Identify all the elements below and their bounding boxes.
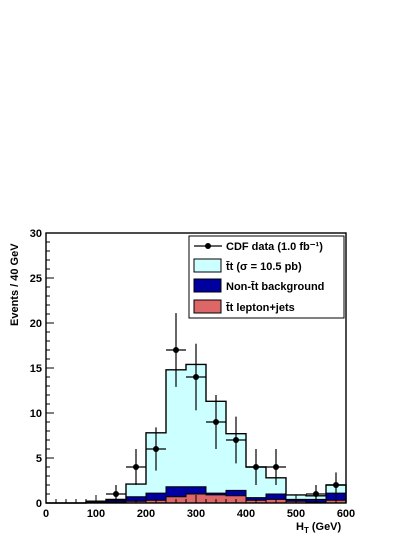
lepton-jets-bar	[206, 494, 226, 503]
data-point	[273, 464, 279, 470]
x-tick-label: 100	[87, 508, 105, 520]
legend-ttbar-label: t̄t (σ = 10.5 pb)	[226, 261, 302, 273]
legend-data-marker	[205, 243, 211, 249]
tick-labels: 0 100 200 300 400 500 600 0 5 10 15 20 25 30	[30, 228, 355, 520]
y-tick-label: 30	[30, 228, 42, 240]
legend-entry-ttbar: t̄t (σ = 10.5 pb)	[193, 258, 302, 273]
x-tick-label: 0	[43, 508, 49, 520]
y-axis-title: Events / 40 GeV	[9, 243, 21, 326]
y-tick-label: 20	[30, 318, 42, 330]
legend-lepton-jets-swatch	[193, 299, 222, 314]
data-point	[193, 374, 199, 380]
ttbar-bar	[166, 369, 186, 503]
data-point	[313, 491, 319, 497]
x-tick-label: 600	[337, 508, 355, 520]
x-axis-title: HT (GeV)	[296, 521, 342, 535]
ttbar-bar	[226, 433, 246, 503]
data-points	[106, 313, 346, 503]
data-point	[113, 491, 119, 497]
data-point	[253, 464, 259, 470]
data-point	[213, 419, 219, 425]
non-ttbar-bar	[266, 494, 286, 503]
legend-entry-non-ttbar: Non-t̄t background	[193, 278, 324, 293]
y-tick-label: 15	[30, 363, 42, 375]
legend-non-ttbar-swatch	[193, 278, 222, 293]
x-tick-label: 300	[187, 508, 205, 520]
y-tick-label: 10	[30, 408, 42, 420]
stacked-histogram	[46, 363, 347, 504]
legend: CDF data (1.0 fb⁻¹) t̄t (σ = 10.5 pb) No…	[188, 235, 345, 319]
non-ttbar-bar	[326, 493, 346, 503]
y-tick-label: 5	[36, 453, 42, 465]
legend-data-label: CDF data (1.0 fb⁻¹)	[226, 241, 323, 253]
data-point	[173, 347, 179, 353]
data-point	[333, 482, 339, 488]
x-tick-label: 500	[287, 508, 305, 520]
axis-ticks	[45, 232, 347, 504]
legend-lepton-jets-label: t̄t lepton+jets	[226, 302, 295, 314]
legend-entry-lepton-jets: t̄t lepton+jets	[193, 299, 295, 314]
x-tick-label: 400	[237, 508, 255, 520]
non-ttbar-bar	[146, 493, 166, 503]
ttbar-bar	[206, 401, 226, 503]
legend-box	[188, 235, 345, 319]
data-point	[153, 446, 159, 452]
legend-entry-data: CDF data (1.0 fb⁻¹)	[194, 241, 323, 253]
y-tick-label: 0	[36, 498, 42, 510]
data-point	[133, 464, 139, 470]
x-tick-label: 200	[137, 508, 155, 520]
data-point	[233, 437, 239, 443]
legend-non-ttbar-label: Non-t̄t background	[226, 281, 324, 293]
y-tick-label: 25	[30, 273, 42, 285]
legend-ttbar-swatch	[193, 258, 222, 273]
ttbar-bar	[186, 364, 206, 503]
